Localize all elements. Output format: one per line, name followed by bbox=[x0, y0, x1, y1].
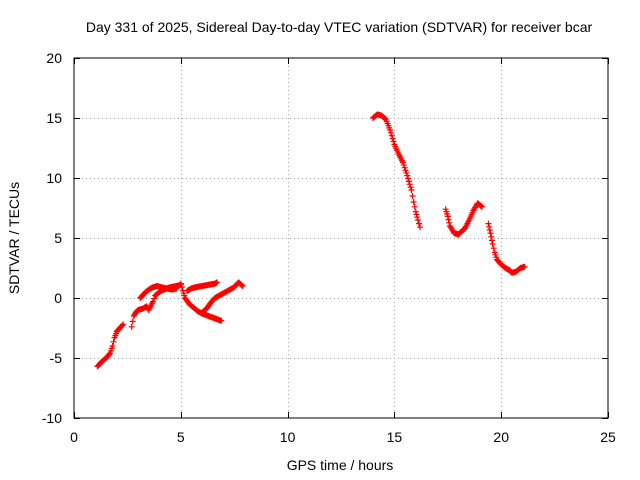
data-point bbox=[106, 351, 113, 358]
data-point bbox=[411, 203, 418, 210]
data-point bbox=[128, 323, 135, 330]
data-point bbox=[478, 203, 485, 210]
y-tick-label: -5 bbox=[50, 350, 63, 366]
x-tick-label: 20 bbox=[493, 429, 509, 445]
data-point bbox=[444, 213, 451, 220]
series-bcar-arc-3 bbox=[137, 283, 180, 301]
data-point bbox=[410, 199, 417, 205]
data-point bbox=[488, 233, 495, 240]
data-point bbox=[409, 193, 416, 199]
data-point bbox=[486, 227, 493, 233]
data-point bbox=[415, 220, 422, 227]
y-tick-label: 20 bbox=[46, 50, 62, 66]
x-tick-label: 0 bbox=[70, 429, 78, 445]
data-point bbox=[486, 223, 493, 230]
data-point bbox=[150, 298, 157, 305]
data-point bbox=[521, 263, 528, 270]
data-point bbox=[414, 217, 421, 223]
data-point bbox=[402, 167, 409, 174]
x-axis-label: GPS time / hours bbox=[287, 457, 394, 473]
y-tick-label: 0 bbox=[54, 290, 62, 306]
x-tick-label: 25 bbox=[600, 429, 616, 445]
series-bcar-arc-1 bbox=[94, 321, 127, 370]
series-bcar-arc-6 bbox=[199, 279, 246, 316]
data-point bbox=[387, 129, 394, 136]
data-point bbox=[177, 280, 184, 287]
data-point bbox=[387, 127, 394, 133]
y-axis-label: SDTVAR / TECUs bbox=[6, 182, 22, 294]
data-point bbox=[390, 138, 397, 145]
data-point bbox=[478, 203, 485, 210]
data-point bbox=[399, 159, 406, 166]
data-point bbox=[446, 219, 453, 226]
series-bcar-arc-8 bbox=[442, 200, 485, 238]
data-point bbox=[178, 284, 185, 291]
grid-lines bbox=[74, 58, 608, 418]
data-point bbox=[218, 317, 225, 324]
x-tick-label: 5 bbox=[177, 429, 185, 445]
data-point bbox=[405, 178, 412, 185]
data-point bbox=[238, 282, 245, 289]
data-point bbox=[412, 208, 419, 215]
data-point bbox=[445, 216, 452, 223]
y-tick-label: -10 bbox=[42, 410, 62, 426]
series-bcar-arc-5 bbox=[184, 279, 221, 294]
data-point bbox=[405, 175, 412, 182]
data-point bbox=[110, 338, 117, 345]
data-point bbox=[403, 169, 410, 176]
data-point bbox=[406, 181, 413, 188]
series-bcar-arc-9 bbox=[485, 220, 528, 276]
data-point bbox=[417, 224, 424, 231]
data-point bbox=[119, 322, 126, 329]
data-point bbox=[173, 285, 180, 292]
data-point bbox=[489, 241, 496, 247]
data-point bbox=[401, 164, 408, 171]
data-point bbox=[389, 135, 396, 142]
data-point bbox=[151, 295, 158, 302]
series-bcar-arc-7 bbox=[370, 111, 424, 231]
data-point bbox=[408, 187, 415, 193]
y-tick-label: 5 bbox=[54, 230, 62, 246]
y-tick-label: 10 bbox=[46, 170, 62, 186]
data-point bbox=[485, 220, 492, 227]
y-axis-tick-labels: -10 -5 0 5 10 15 20 bbox=[42, 50, 62, 426]
x-tick-label: 10 bbox=[280, 429, 296, 445]
data-point bbox=[404, 172, 411, 179]
x-axis-tick-labels: 0 5 10 15 20 25 bbox=[70, 429, 616, 445]
data-point bbox=[388, 132, 395, 139]
data-point bbox=[490, 245, 497, 252]
data-point bbox=[488, 237, 495, 244]
data-point bbox=[129, 318, 136, 325]
data-points bbox=[94, 111, 528, 370]
data-point bbox=[413, 211, 420, 218]
data-point bbox=[214, 279, 221, 286]
axis-ticks bbox=[74, 58, 609, 419]
data-point bbox=[109, 343, 116, 349]
series-bcar-arc-4 bbox=[177, 280, 225, 324]
data-point bbox=[414, 214, 421, 221]
data-point bbox=[487, 230, 494, 237]
data-point bbox=[239, 283, 246, 289]
y-tick-label: 15 bbox=[46, 110, 62, 126]
data-point bbox=[120, 321, 127, 328]
x-tick-label: 15 bbox=[387, 429, 403, 445]
data-point bbox=[400, 162, 407, 169]
chart-title: Day 331 of 2025, Sidereal Day-to-day VTE… bbox=[86, 19, 593, 35]
data-point bbox=[407, 184, 414, 191]
